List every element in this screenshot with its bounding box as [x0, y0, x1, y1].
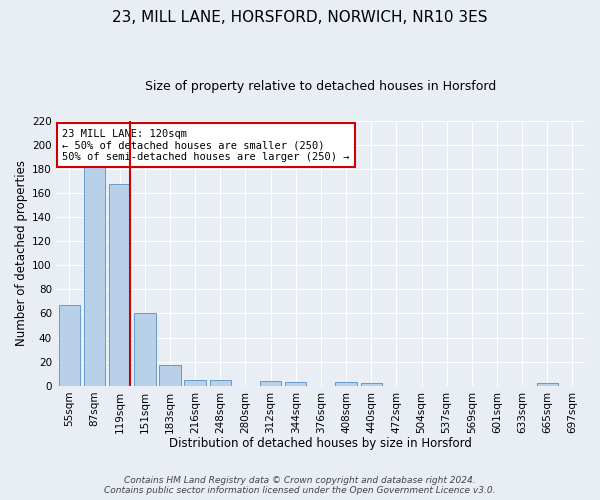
Text: 23 MILL LANE: 120sqm
← 50% of detached houses are smaller (250)
50% of semi-deta: 23 MILL LANE: 120sqm ← 50% of detached h… — [62, 128, 350, 162]
Title: Size of property relative to detached houses in Horsford: Size of property relative to detached ho… — [145, 80, 497, 93]
Bar — [134, 314, 155, 386]
Bar — [84, 165, 105, 386]
Bar — [159, 366, 181, 386]
Text: 23, MILL LANE, HORSFORD, NORWICH, NR10 3ES: 23, MILL LANE, HORSFORD, NORWICH, NR10 3… — [112, 10, 488, 25]
Bar — [109, 184, 130, 386]
Y-axis label: Number of detached properties: Number of detached properties — [15, 160, 28, 346]
Bar — [335, 382, 357, 386]
Bar — [260, 381, 281, 386]
Text: Contains HM Land Registry data © Crown copyright and database right 2024.
Contai: Contains HM Land Registry data © Crown c… — [104, 476, 496, 495]
X-axis label: Distribution of detached houses by size in Horsford: Distribution of detached houses by size … — [169, 437, 472, 450]
Bar — [59, 305, 80, 386]
Bar — [209, 380, 231, 386]
Bar — [536, 384, 558, 386]
Bar — [285, 382, 307, 386]
Bar — [184, 380, 206, 386]
Bar — [361, 384, 382, 386]
